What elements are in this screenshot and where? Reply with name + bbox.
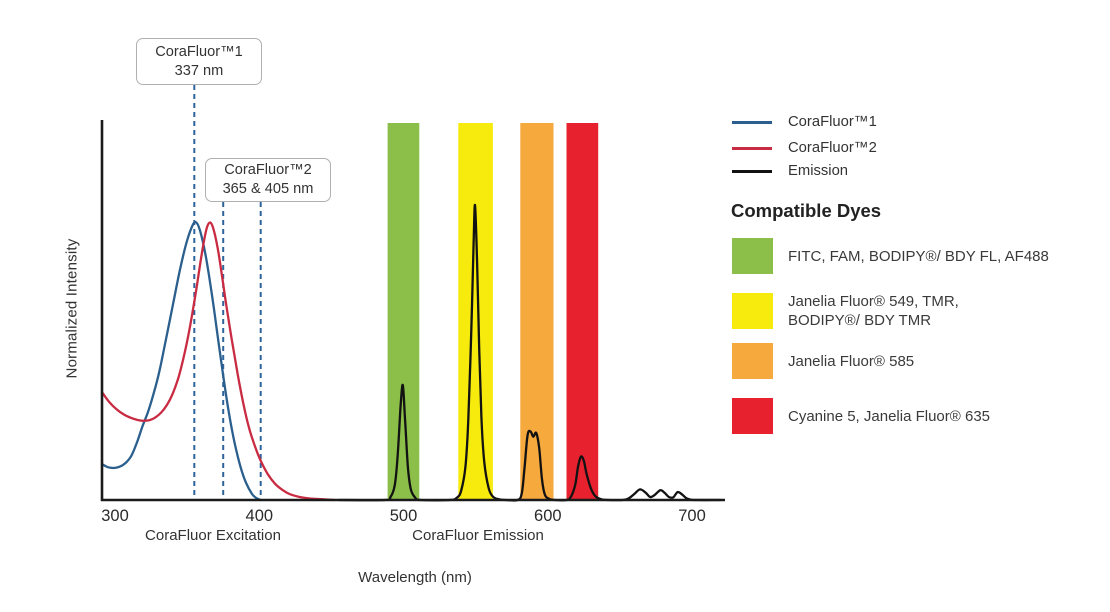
legend-label-corafluor1: CoraFluor™1 xyxy=(788,114,877,130)
legend-item-emission: Emission xyxy=(732,162,848,180)
dye-swatch-orange xyxy=(732,343,773,379)
dye-swatch-red xyxy=(732,398,773,434)
callout-corafluor1-name: CoraFluor™1 xyxy=(155,43,243,60)
filter-band-1 xyxy=(458,123,493,500)
callout-corafluor2: CoraFluor™2 365 & 405 nm xyxy=(205,158,331,202)
dye-label-green: FITC, FAM, BODIPY®/ BDY FL, AF488 xyxy=(788,247,1049,265)
legend-label-corafluor2: CoraFluor™2 xyxy=(788,140,877,156)
callout-corafluor1: CoraFluor™1 337 nm xyxy=(136,38,262,85)
dye-row-yellow: Janelia Fluor® 549, TMR, BODIPY®/ BDY TM… xyxy=(732,292,959,330)
dye-row-red: Cyanine 5, Janelia Fluor® 635 xyxy=(732,398,990,434)
legend-line-emission xyxy=(732,169,772,173)
dye-label-yellow-line2: BODIPY®/ BDY TMR xyxy=(788,312,932,329)
x-axis-caption-emission: CoraFluor Emission xyxy=(412,527,544,544)
spectra-plot: 300 400 500 600 700 xyxy=(100,85,725,525)
callout-corafluor2-name: CoraFluor™2 xyxy=(224,162,312,178)
filter-band-0 xyxy=(387,123,420,500)
x-tick-label: 300 xyxy=(101,507,129,525)
series-curve-1 xyxy=(100,221,336,502)
y-axis-label: Normalized Intensity xyxy=(63,238,81,379)
filter-band-2 xyxy=(520,123,554,500)
legend-label-emission: Emission xyxy=(788,163,849,179)
series-curve-0 xyxy=(100,220,262,502)
callout-corafluor2-wavelength: 365 & 405 nm xyxy=(222,181,314,197)
x-tick-label: 600 xyxy=(534,507,562,525)
x-axis-title: Wavelength (nm) xyxy=(358,569,472,586)
x-axis-caption-excitation: CoraFluor Excitation xyxy=(145,527,281,544)
dye-swatch-green xyxy=(732,238,773,274)
legend-item-corafluor2: CoraFluor™2 xyxy=(732,139,877,157)
x-tick-label: 400 xyxy=(246,507,274,525)
dye-label-red: Cyanine 5, Janelia Fluor® 635 xyxy=(788,407,991,425)
dye-label-orange: Janelia Fluor® 585 xyxy=(788,352,915,370)
dye-swatch-yellow xyxy=(732,293,773,329)
callout-corafluor1-wavelength: 337 nm xyxy=(174,62,224,79)
legend-item-corafluor1: CoraFluor™1 xyxy=(732,113,877,131)
x-tick-label: 700 xyxy=(678,507,706,525)
dye-row-orange: Janelia Fluor® 585 xyxy=(732,343,914,379)
axes xyxy=(100,120,725,502)
filter-band-3 xyxy=(566,123,599,500)
dye-row-green: FITC, FAM, BODIPY®/ BDY FL, AF488 xyxy=(732,238,1049,274)
dye-label-yellow: Janelia Fluor® 549, TMR, xyxy=(788,293,959,310)
legend-line-corafluor1 xyxy=(732,120,772,124)
legend-line-corafluor2 xyxy=(732,146,772,150)
x-tick-label: 500 xyxy=(390,507,418,525)
compatible-dyes-heading: Compatible Dyes xyxy=(731,200,882,221)
